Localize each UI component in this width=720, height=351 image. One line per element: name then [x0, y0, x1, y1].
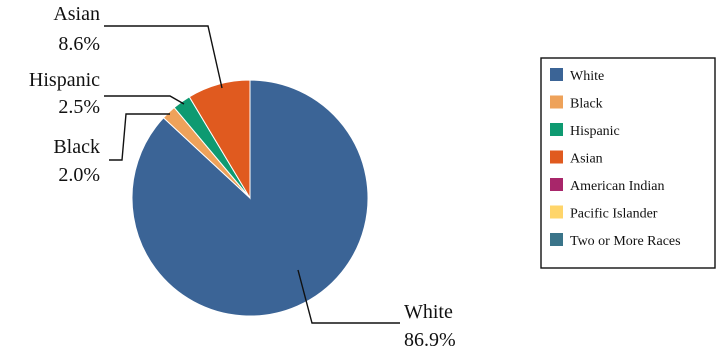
legend-swatch-hispanic: [550, 123, 563, 136]
leader-line-asian: [104, 25, 223, 89]
slice-label-asian-name: Asian: [53, 3, 100, 25]
slice-label-hispanic-name: Hispanic: [29, 69, 100, 91]
legend-box: [540, 57, 716, 269]
legend-label-asian: Asian: [570, 152, 603, 167]
legend-label-american-indian: American Indian: [570, 179, 664, 194]
legend-label-pacific-islander: Pacific Islander: [570, 207, 658, 222]
slice-label-asian-value: 8.6%: [58, 33, 100, 55]
legend-label-white: White: [570, 69, 604, 84]
slice-label-black-name: Black: [53, 136, 100, 158]
slice-label-white-name: White: [404, 301, 453, 323]
legend-swatch-asian: [550, 150, 563, 164]
legend-label-two-or-more-races: Two or More Races: [570, 234, 681, 249]
legend-swatch-two-or-more-races: [550, 233, 563, 246]
legend-swatch-black: [550, 95, 563, 109]
legend: White Black Hispanic Asian American Indian Pa…: [540, 57, 716, 269]
slice-label-hispanic-value: 2.5%: [58, 96, 100, 118]
pie-slice-white: [131, 79, 369, 317]
legend-swatch-american-indian: [550, 178, 563, 191]
slice-labels: Asian 8.6% Hispanic 2.5% Black 2.0% Whit…: [29, 3, 456, 351]
legend-swatch-pacific-islander: [550, 205, 563, 219]
legend-label-black: Black: [570, 97, 603, 112]
pie-slices: [131, 79, 369, 317]
leader-line-hispanic: [104, 95, 185, 105]
legend-items: White Black Hispanic Asian American Indian Pa…: [550, 68, 681, 249]
leader-line-white: [297, 269, 400, 324]
pie-slice-asian: [188, 79, 251, 200]
legend-swatch-white: [550, 68, 563, 81]
leader-lines: [104, 25, 400, 324]
slice-label-white-value: 86.9%: [404, 329, 456, 351]
leader-line-black: [109, 113, 170, 161]
slice-label-black-value: 2.0%: [58, 164, 100, 186]
legend-label-hispanic: Hispanic: [570, 124, 620, 139]
